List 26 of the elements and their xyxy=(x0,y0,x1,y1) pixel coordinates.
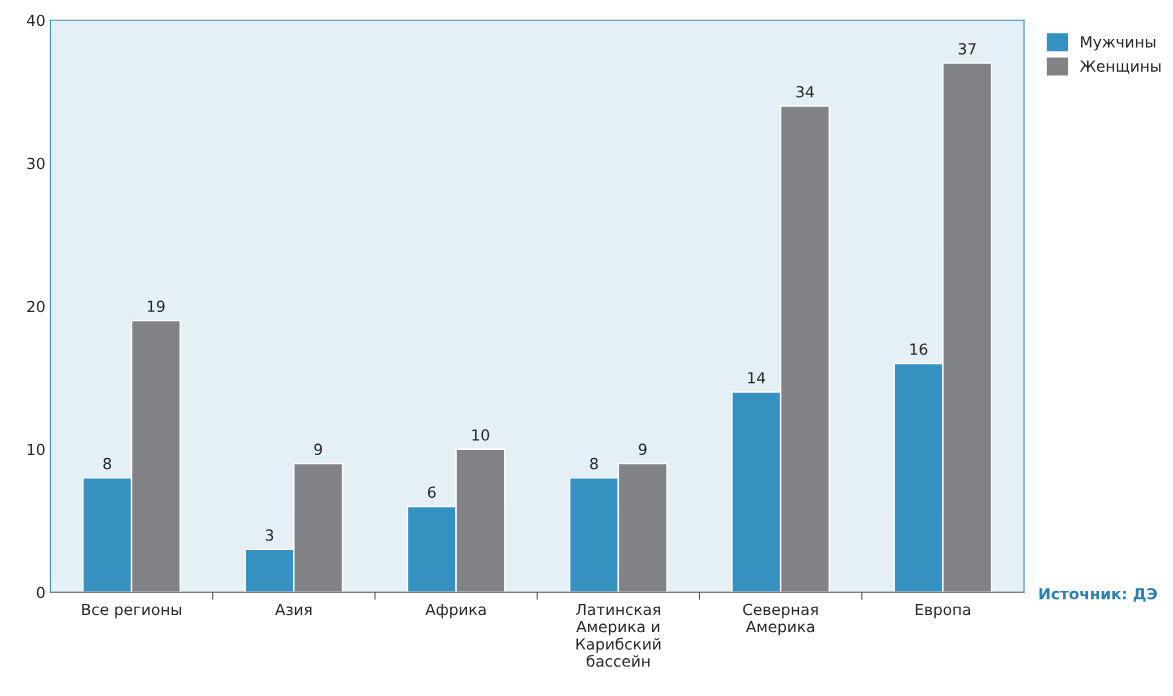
x-tick-label: Все регионы xyxy=(82,603,181,619)
data-label: 6 xyxy=(427,486,436,498)
legend-label: Мужчины xyxy=(1081,36,1156,51)
text: Источник: ДЭ xyxy=(1039,587,1157,602)
x-tick-label: Латинская Америка и Карибский бассейн xyxy=(576,603,661,667)
data-label: 9 xyxy=(314,443,322,456)
data-label: 9 xyxy=(638,443,647,456)
data-label: 34 xyxy=(796,85,814,98)
data-label: 16 xyxy=(910,343,928,355)
y-tick-label: 30 xyxy=(27,157,45,170)
data-label: 14 xyxy=(748,372,766,384)
data-label: 8 xyxy=(103,457,112,470)
data-label: 8 xyxy=(590,457,598,470)
data-label: 37 xyxy=(958,43,976,55)
y-tick-label: 0 xyxy=(36,586,45,599)
y-tick-label: 40 xyxy=(26,14,45,27)
data-label: 3 xyxy=(265,529,274,541)
legend-label: Женщины xyxy=(1079,60,1161,74)
x-tick-label: Северная Америка xyxy=(743,603,818,636)
y-tick-label: 10 xyxy=(27,443,45,456)
x-tick-label: Азия xyxy=(275,603,312,616)
y-tick-label: 20 xyxy=(27,300,45,313)
data-label: 10 xyxy=(472,429,490,441)
data-label: 19 xyxy=(147,300,165,313)
x-tick-label: Европа xyxy=(915,603,971,619)
x-tick-label: Африка xyxy=(425,603,486,619)
